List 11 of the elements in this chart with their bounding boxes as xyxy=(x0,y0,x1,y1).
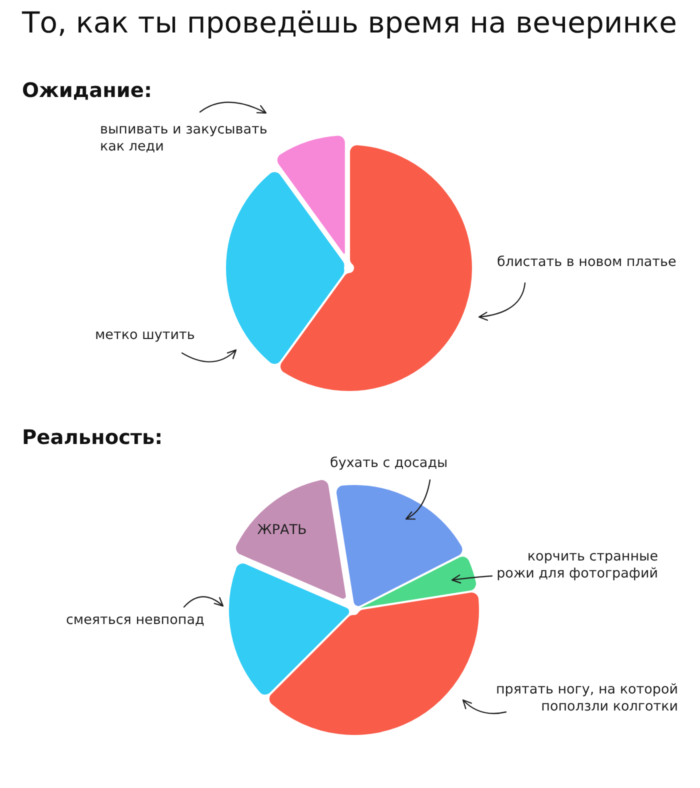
slice-label: смеяться невпопад xyxy=(66,612,204,628)
slice-label: выпивать и закусывать как леди xyxy=(100,122,268,154)
slice-label: блистать в новом платье xyxy=(497,254,676,270)
slice-label: метко шутить xyxy=(95,327,195,343)
chart-subtitle: Реальность: xyxy=(22,425,163,449)
slice-label: ЖРАТЬ xyxy=(257,522,307,538)
chart-subtitle: Ожидание: xyxy=(22,78,152,102)
slice-label: прятать ногу, на которой поползли колготки xyxy=(496,682,678,714)
slice-label: бухать с досады xyxy=(330,455,448,471)
slice-label: корчить странные рожи для фотографий xyxy=(496,548,658,582)
chart-title: То, как ты проведёшь время на вечеринке xyxy=(21,6,678,40)
